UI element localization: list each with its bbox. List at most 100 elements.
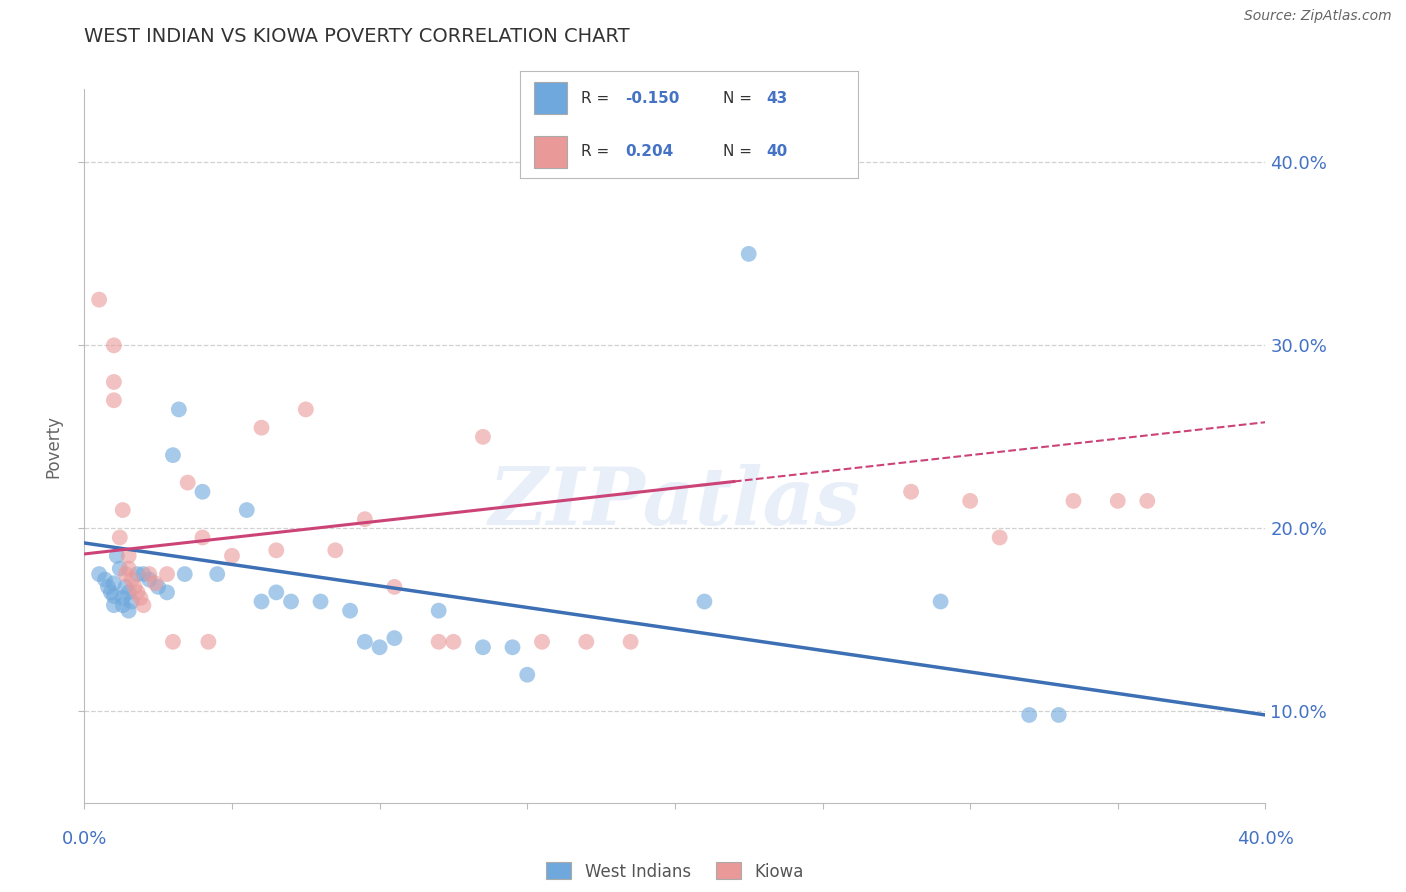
Point [236,503,259,517]
Point [118,604,141,618]
Point [309,594,332,608]
Point [132,598,155,612]
Point [1018,708,1040,723]
Text: N =: N = [723,91,756,105]
FancyBboxPatch shape [534,82,568,114]
Point [264,585,288,599]
Point [427,634,450,648]
Point [205,567,228,582]
Point [738,247,761,261]
Point [354,634,377,648]
Point [162,634,184,648]
Text: 0.204: 0.204 [624,145,673,159]
Point [250,420,273,434]
Text: 43: 43 [766,91,787,105]
Point [501,640,523,655]
Point [156,585,179,599]
Point [339,604,361,618]
Point [177,475,200,490]
Point [264,543,288,558]
Point [114,580,136,594]
Text: 40.0%: 40.0% [1237,830,1294,847]
Point [111,503,134,517]
Point [100,585,122,599]
Point [108,561,131,575]
Text: -0.150: -0.150 [624,91,679,105]
Text: R =: R = [581,91,614,105]
Point [323,543,347,558]
Point [988,531,1011,545]
Point [121,573,143,587]
Point [89,293,111,307]
Point [197,634,219,648]
Point [138,573,160,587]
Point [382,580,406,594]
Point [138,567,160,582]
Point [127,567,149,582]
Point [132,567,155,582]
Point [441,634,464,648]
Point [103,393,125,408]
Point [121,594,143,608]
Point [143,576,166,591]
Point [472,640,495,655]
Point [103,589,125,603]
Point [959,494,981,508]
Point [191,531,214,545]
Y-axis label: Poverty: Poverty [45,415,63,477]
Point [118,585,141,599]
Legend: West Indians, Kiowa: West Indians, Kiowa [540,855,810,888]
Point [111,591,134,605]
FancyBboxPatch shape [534,136,568,168]
Point [516,667,538,681]
Point [118,549,141,563]
Point [382,631,406,645]
Point [250,594,273,608]
Point [1107,494,1129,508]
Point [929,594,952,608]
Point [191,484,214,499]
Text: ZIPatlas: ZIPatlas [489,465,860,541]
Point [148,580,170,594]
Point [97,580,120,594]
Point [103,338,125,352]
Text: WEST INDIAN VS KIOWA POVERTY CORRELATION CHART: WEST INDIAN VS KIOWA POVERTY CORRELATION… [84,27,630,45]
Text: 0.0%: 0.0% [62,830,107,847]
Point [162,448,184,462]
Point [103,598,125,612]
Point [427,604,450,618]
Point [368,640,391,655]
Point [221,549,243,563]
Point [295,402,318,417]
Point [124,580,146,594]
Point [111,598,134,612]
Text: N =: N = [723,145,756,159]
Point [173,567,195,582]
Point [114,567,136,582]
Point [1136,494,1159,508]
Point [103,576,125,591]
Point [1047,708,1070,723]
Point [575,634,598,648]
Point [693,594,716,608]
Text: Source: ZipAtlas.com: Source: ZipAtlas.com [1244,9,1392,23]
Point [354,512,377,526]
Point [127,585,149,599]
Point [900,484,922,499]
Point [280,594,302,608]
Point [530,634,553,648]
Text: 40: 40 [766,145,787,159]
Text: R =: R = [581,145,619,159]
Point [1063,494,1085,508]
Point [118,561,141,575]
Point [156,567,179,582]
Point [94,573,117,587]
Point [619,634,641,648]
Point [108,531,131,545]
Point [129,591,152,605]
Point [103,375,125,389]
Point [167,402,190,417]
Point [105,549,128,563]
Point [472,430,495,444]
Point [89,567,111,582]
